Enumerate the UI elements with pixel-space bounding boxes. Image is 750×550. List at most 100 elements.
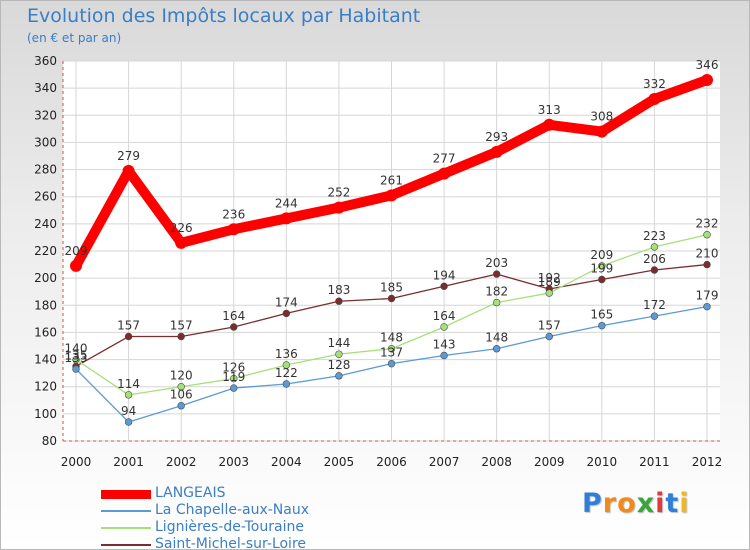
data-point-la-chapelle-aux-naux (598, 321, 606, 330)
data-point-langeais (595, 125, 608, 138)
x-tick-label: 2000 (61, 455, 92, 469)
data-point-la-chapelle-aux-naux (282, 380, 291, 388)
x-tick-label: 2003 (218, 455, 249, 469)
data-label-la-chapelle-aux-naux: 94 (121, 404, 136, 418)
data-label-lignieres-de-touraine: 140 (65, 342, 88, 356)
data-point-lignieres-de-touraine (177, 383, 185, 391)
y-tick-label: 180 (34, 298, 57, 312)
data-point-saint-michel-sur-loire (124, 332, 133, 341)
data-label-saint-michel-sur-loire: 174 (275, 295, 298, 309)
data-point-saint-michel-sur-loire (230, 323, 238, 331)
data-label-la-chapelle-aux-naux: 157 (538, 319, 561, 333)
data-label-lignieres-de-touraine: 126 (222, 361, 245, 375)
data-label-langeais: 313 (538, 103, 561, 117)
data-label-langeais: 346 (696, 58, 719, 72)
x-tick-label: 2010 (587, 455, 618, 469)
data-point-lignieres-de-touraine (492, 298, 501, 307)
data-label-la-chapelle-aux-naux: 179 (696, 289, 719, 303)
data-point-langeais (175, 236, 188, 249)
data-label-saint-michel-sur-loire: 206 (643, 252, 666, 266)
data-point-lignieres-de-touraine (335, 350, 343, 358)
x-tick-label: 2001 (113, 455, 144, 469)
legend-swatch (101, 510, 151, 512)
data-label-la-chapelle-aux-naux: 143 (433, 338, 456, 352)
data-point-la-chapelle-aux-naux (545, 332, 553, 341)
data-label-saint-michel-sur-loire: 199 (590, 262, 613, 276)
data-label-saint-michel-sur-loire: 210 (696, 247, 719, 261)
data-point-saint-michel-sur-loire (282, 309, 291, 318)
y-tick-label: 320 (34, 108, 57, 122)
data-label-lignieres-de-touraine: 136 (275, 347, 298, 361)
data-point-lignieres-de-touraine (230, 374, 238, 383)
data-point-la-chapelle-aux-naux (72, 365, 80, 373)
data-point-langeais (332, 201, 345, 214)
data-point-la-chapelle-aux-naux (124, 418, 133, 426)
proxiti-logo: Proxiti (582, 488, 690, 519)
data-label-lignieres-de-touraine: 223 (643, 229, 666, 243)
data-label-lignieres-de-touraine: 232 (696, 217, 719, 231)
data-point-lignieres-de-touraine (650, 243, 659, 251)
data-label-saint-michel-sur-loire: 183 (327, 283, 350, 297)
data-label-la-chapelle-aux-naux: 172 (643, 298, 666, 312)
data-label-la-chapelle-aux-naux: 119 (222, 370, 245, 384)
data-point-saint-michel-sur-loire (650, 266, 659, 274)
x-tick-label: 2012 (692, 455, 723, 469)
data-point-langeais (70, 259, 82, 272)
logo-letter: t (665, 488, 680, 519)
y-tick-label: 140 (34, 353, 57, 367)
data-label-saint-michel-sur-loire: 157 (170, 319, 193, 333)
data-label-langeais: 209 (65, 244, 88, 258)
legend-swatch (101, 544, 151, 546)
data-point-lignieres-de-touraine (545, 289, 553, 297)
data-point-langeais (438, 167, 451, 180)
y-tick-label: 360 (34, 54, 57, 68)
chart-subtitle: (en € et par an) (27, 31, 122, 45)
data-point-saint-michel-sur-loire (598, 275, 606, 284)
x-tick-label: 2004 (271, 455, 302, 469)
y-tick-label: 120 (34, 380, 57, 394)
data-point-lignieres-de-touraine (387, 345, 396, 353)
data-label-lignieres-de-touraine: 144 (327, 336, 350, 350)
data-label-langeais: 261 (380, 173, 403, 187)
data-point-lignieres-de-touraine (598, 262, 606, 270)
data-point-la-chapelle-aux-naux (492, 345, 501, 353)
data-point-la-chapelle-aux-naux (650, 312, 659, 320)
data-point-la-chapelle-aux-naux (230, 384, 238, 392)
data-label-langeais: 332 (643, 77, 666, 91)
logo-letter: r (602, 488, 618, 519)
data-point-saint-michel-sur-loire (335, 297, 343, 305)
legend-label: La Chapelle-aux-Naux (155, 502, 309, 518)
data-point-langeais (385, 189, 398, 202)
chart-title: Evolution des Impôts locaux par Habitant (27, 5, 421, 27)
data-label-langeais: 236 (222, 207, 245, 221)
data-point-langeais (701, 74, 713, 86)
legend-label: Saint-Michel-sur-Loire (155, 536, 307, 550)
data-label-langeais: 244 (275, 196, 298, 210)
y-tick-label: 300 (34, 135, 57, 149)
data-point-langeais (648, 93, 661, 105)
data-point-lignieres-de-touraine (440, 323, 448, 331)
data-point-saint-michel-sur-loire (440, 282, 448, 290)
x-tick-label: 2009 (534, 455, 565, 469)
data-label-lignieres-de-touraine: 114 (117, 377, 140, 391)
data-label-saint-michel-sur-loire: 135 (65, 348, 88, 362)
x-tick-label: 2005 (324, 455, 355, 469)
data-point-lignieres-de-touraine (72, 355, 80, 364)
data-label-langeais: 279 (117, 149, 140, 163)
y-tick-label: 80 (42, 434, 57, 448)
data-label-langeais: 308 (590, 110, 613, 124)
data-point-la-chapelle-aux-naux (177, 402, 185, 410)
data-label-lignieres-de-touraine: 148 (380, 331, 403, 345)
data-label-lignieres-de-touraine: 182 (485, 285, 508, 299)
data-label-la-chapelle-aux-naux: 106 (170, 388, 193, 402)
data-label-la-chapelle-aux-naux: 133 (65, 351, 88, 365)
data-point-langeais (543, 118, 556, 131)
y-tick-label: 200 (34, 271, 57, 285)
legend-swatch (101, 527, 151, 529)
data-label-saint-michel-sur-loire: 164 (222, 309, 245, 323)
logo-letter: i (655, 488, 666, 519)
data-point-la-chapelle-aux-naux (703, 302, 711, 311)
data-point-la-chapelle-aux-naux (387, 359, 396, 368)
y-tick-label: 280 (34, 163, 57, 177)
logo-letter: i (679, 488, 690, 519)
